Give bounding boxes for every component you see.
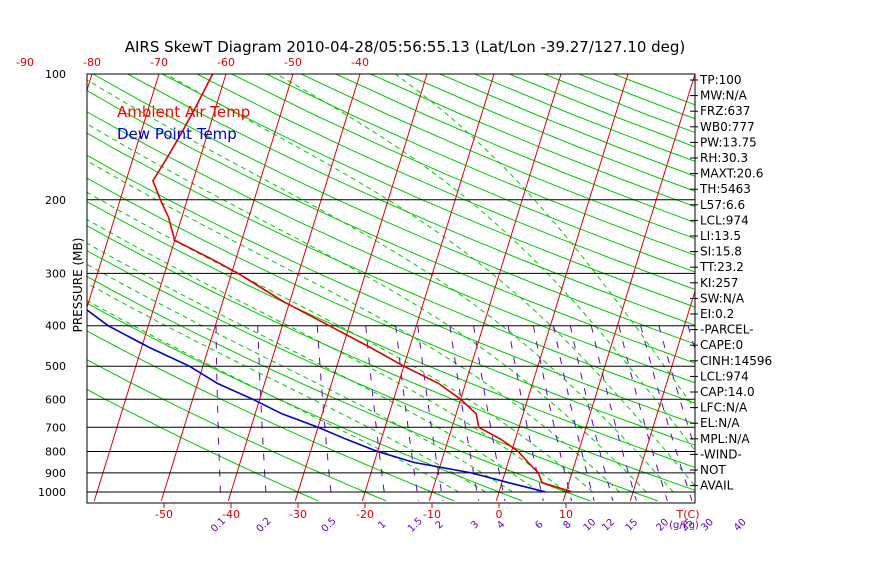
- isotherm-line: [764, 74, 870, 501]
- isotherm-line: [295, 74, 427, 501]
- top-temp-tick-label: -40: [351, 56, 369, 69]
- pressure-tick-label: 900: [45, 467, 66, 480]
- top-temp-tick-label: -80: [83, 56, 101, 69]
- index-entry: L57:6.6: [700, 198, 745, 212]
- index-entry: TP:100: [699, 73, 742, 87]
- index-entry: MAXT:20.6: [700, 167, 763, 181]
- dry-adiabat: [336, 74, 870, 501]
- y-axis-label: PRESSURE (MB): [71, 238, 85, 333]
- pressure-tick-label: 500: [45, 360, 66, 373]
- index-entry: LI:13.5: [700, 229, 741, 243]
- index-entry: EL:N/A: [700, 416, 740, 430]
- mixing-ratio-label: 15: [624, 517, 641, 534]
- index-entry: SI:15.8: [700, 245, 742, 259]
- bottom-temp-tick-label: -40: [222, 508, 240, 521]
- dry-adiabat: [197, 74, 870, 501]
- mixing-ratio-label: 1: [376, 519, 388, 531]
- mixing-ratio-label: 0.5: [320, 516, 339, 535]
- mixing-ratio-label: 0.2: [255, 516, 274, 535]
- moist-adiabat: [0, 74, 593, 492]
- dry-adiabat: [0, 74, 658, 501]
- mixing-ratio-line: [396, 326, 419, 501]
- mixing-ratio-line: [591, 326, 636, 501]
- index-entry: CAPE:0: [700, 338, 743, 352]
- top-temp-tick-label: -60: [217, 56, 235, 69]
- index-entry: TH:5463: [699, 182, 751, 196]
- dry-adiabat: [232, 74, 870, 501]
- dry-adiabat: [440, 74, 870, 501]
- mixing-ratio-label: 30: [699, 517, 716, 534]
- legend-entry: Ambient Air Temp: [117, 103, 250, 121]
- index-entry: FRZ:637: [700, 104, 750, 118]
- bottom-temp-tick-label: -50: [155, 508, 173, 521]
- index-entry: LCL:974: [700, 213, 749, 227]
- mixing-ratio-label: 6: [533, 519, 545, 531]
- mixing-ratio-label: 3: [469, 519, 481, 531]
- pressure-tick-label: 1000: [38, 486, 66, 499]
- index-entry: -PARCEL-: [700, 323, 754, 337]
- bottom-temp-tick-label: -10: [423, 508, 441, 521]
- index-entry: PW:13.75: [700, 135, 757, 149]
- pressure-tick-label: 100: [45, 68, 66, 81]
- top-temp-tick-label: -50: [284, 56, 302, 69]
- index-entry: MW:N/A: [700, 89, 748, 103]
- index-entry: MPL:N/A: [700, 432, 750, 446]
- isotherm-line: [831, 74, 870, 501]
- pressure-tick-label: 400: [45, 320, 66, 333]
- mixing-ratio-line: [418, 326, 443, 501]
- mixing-ratio-label: 4: [495, 519, 507, 531]
- index-entry: CAP:14.0: [700, 385, 755, 399]
- mixing-ratio-unit-label: (g/kg): [669, 520, 699, 531]
- dry-adiabat: [266, 74, 870, 501]
- index-entry: LFC:N/A: [700, 401, 748, 415]
- index-entry: NOT: [700, 463, 726, 477]
- isotherm-line: [0, 74, 25, 501]
- dry-adiabat: [301, 74, 870, 501]
- index-entry: EI:0.2: [700, 307, 734, 321]
- mixing-ratio-line: [619, 326, 668, 501]
- dry-adiabat: [405, 74, 870, 501]
- pressure-tick-label: 200: [45, 194, 66, 207]
- dry-adiabat: [0, 74, 590, 501]
- series-layer: [6, 74, 572, 492]
- isotherm-line: [563, 74, 695, 501]
- mixing-ratio-label: 2: [434, 519, 446, 531]
- index-entry: -WIND-: [700, 447, 742, 461]
- top-temp-tick-label: -70: [150, 56, 168, 69]
- index-entry: TT:23.2: [699, 260, 744, 274]
- index-entry: WB0:777: [700, 120, 755, 134]
- index-entry: CINH:14596: [700, 354, 772, 368]
- moist-adiabat: [277, 74, 727, 492]
- pressure-tick-label: 600: [45, 393, 66, 406]
- index-entry: AVAIL: [700, 479, 734, 493]
- mixing-ratio-label: 12: [600, 517, 617, 534]
- index-entry: LCL:974: [700, 369, 749, 383]
- bottom-temp-tick-label: -30: [289, 508, 307, 521]
- index-entry: SW:N/A: [700, 291, 745, 305]
- index-entry: RH:30.3: [700, 151, 748, 165]
- dry-adiabat: [371, 74, 870, 501]
- bottom-temp-tick-label: 10: [559, 508, 573, 521]
- bottom-temp-tick-label: -20: [356, 508, 374, 521]
- isotherm-line: [362, 74, 494, 501]
- mixing-ratio-label: 10: [582, 517, 599, 534]
- pressure-tick-label: 800: [45, 446, 66, 459]
- chart-title: AIRS SkewT Diagram 2010-04-28/05:56:55.1…: [125, 38, 686, 56]
- legend-entry: Dew Point Temp: [117, 125, 237, 143]
- mixing-ratio-label: 40: [732, 517, 749, 534]
- mixing-ratio-line: [554, 326, 595, 501]
- pressure-tick-label: 300: [45, 267, 66, 280]
- moist-adiabat: [7, 74, 647, 492]
- index-entry: KI:257: [700, 276, 738, 290]
- dry-adiabat: [128, 74, 870, 501]
- pressure-tick-label: 700: [45, 421, 66, 434]
- top-temp-tick-label: -90: [16, 56, 34, 69]
- legend: Ambient Air Temp Dew Point Temp: [117, 103, 250, 143]
